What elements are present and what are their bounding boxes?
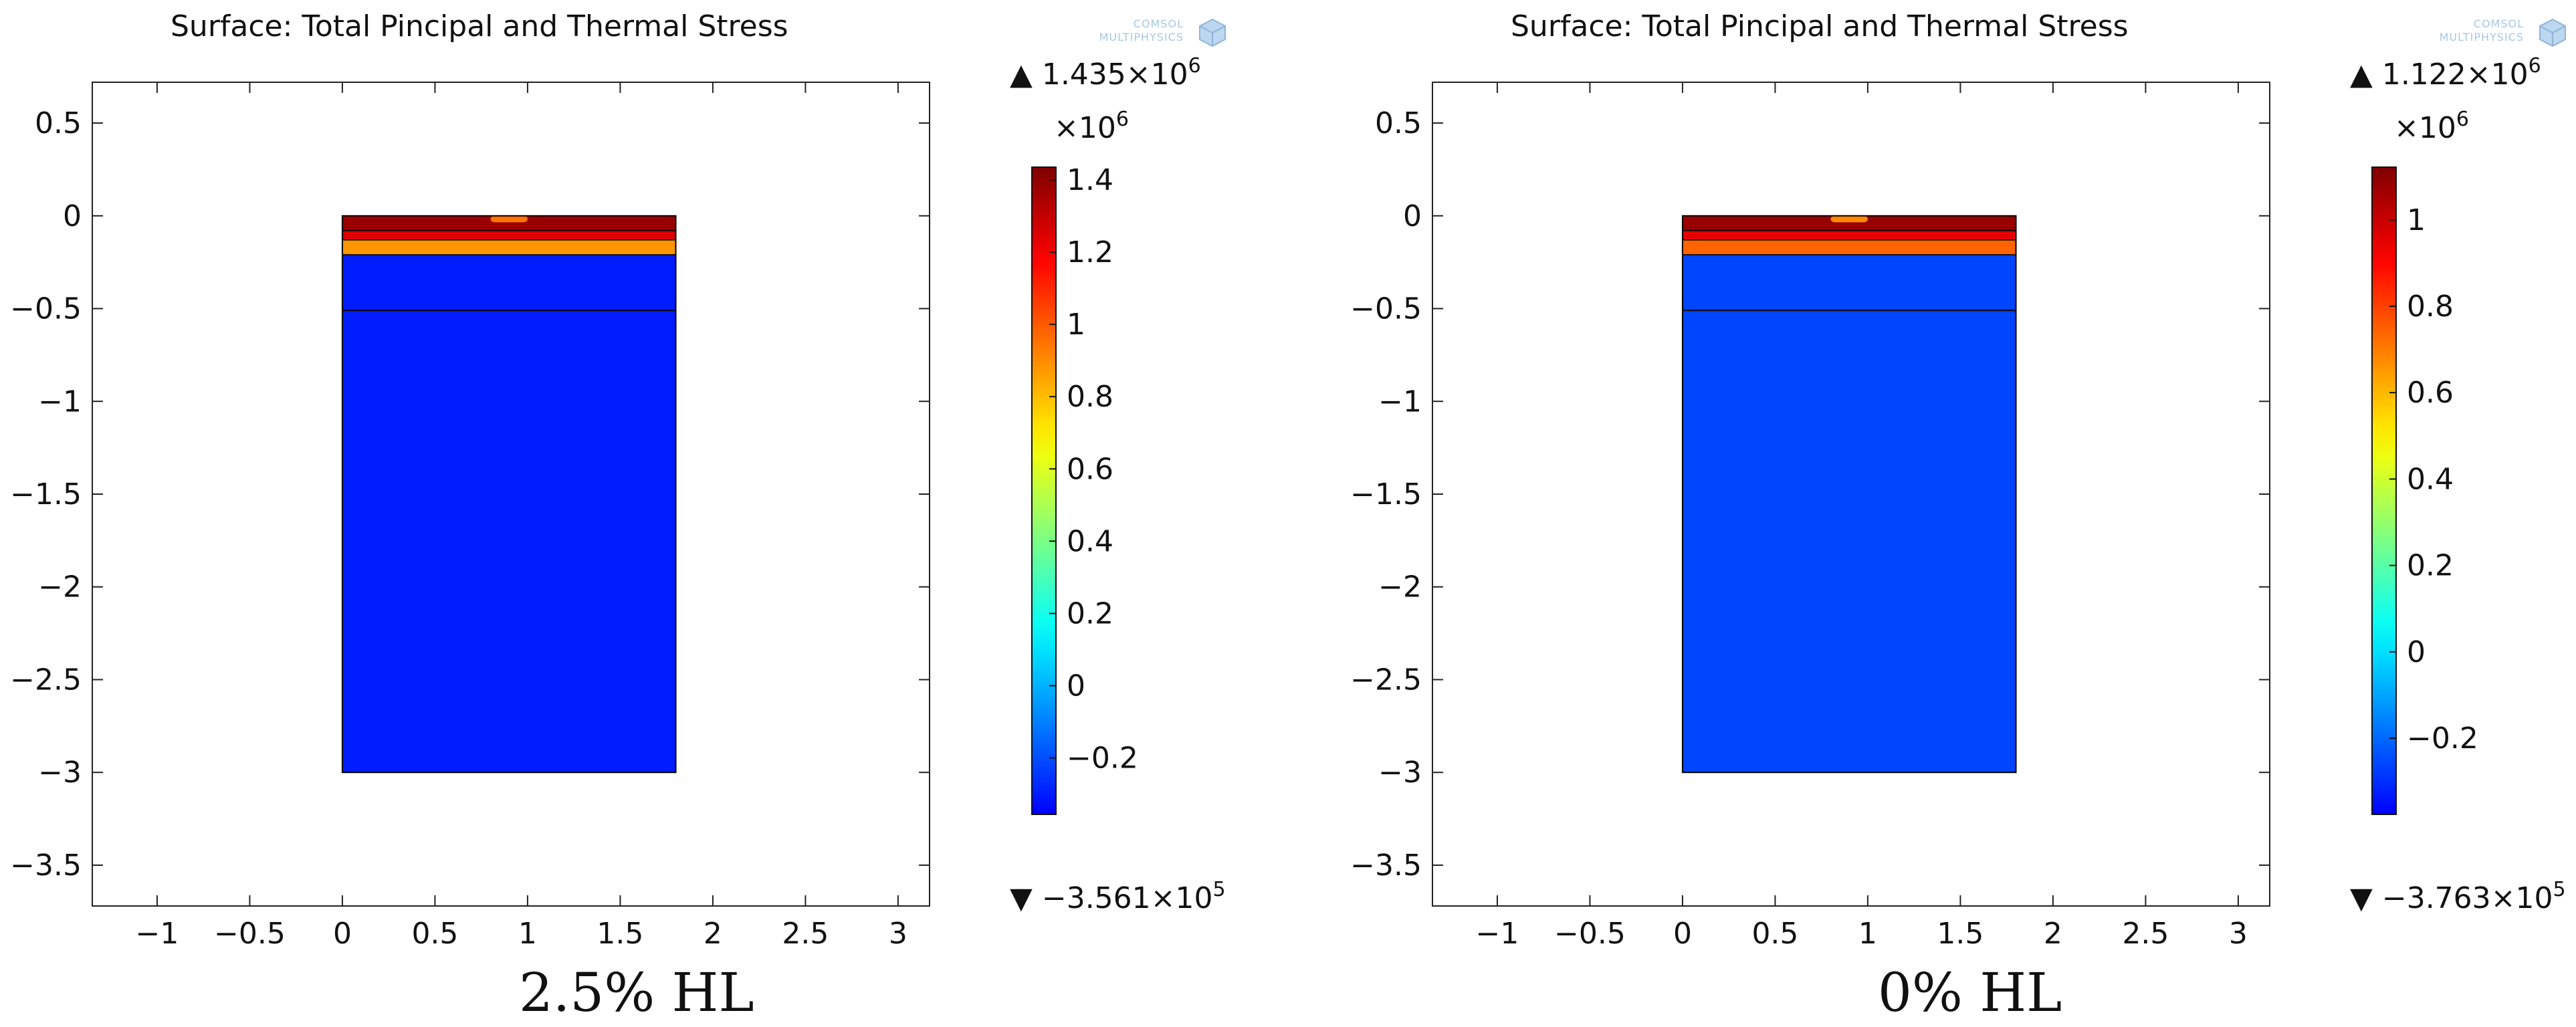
y-tick-label: −0.5 <box>10 292 82 326</box>
cube-icon <box>2539 18 2566 47</box>
y-tick-label: 0 <box>1403 199 1422 233</box>
colorbar-multiplier-base: ×10 <box>1054 111 1116 145</box>
logo-text-line-1: COMSOL <box>1133 17 1184 30</box>
stress-hotspot <box>490 215 528 223</box>
x-tick-label: 0.5 <box>1751 917 1798 951</box>
x-tick-label: 0.5 <box>411 917 458 951</box>
comsol-logo: COMSOL MULTIPHYSICS <box>1047 16 1228 49</box>
x-tick-label: 1.5 <box>597 917 643 951</box>
plot-axes: −1 −0.5 0 0.5 1 1.5 2 2.5 3 0.5 0 −0.5 −1 −1.5 −2 −2.5 −… <box>10 82 1138 951</box>
colorbar-min-exponent: 5 <box>1212 878 1226 901</box>
y-tick-label: −2 <box>1378 570 1422 604</box>
stress-layer-3 <box>1682 239 2017 255</box>
colorbar-tick-label: 1 <box>2407 203 2426 237</box>
colorbar-min-value: −3.763×10 <box>2381 881 2553 915</box>
colorbar-tick-label: 0.2 <box>2407 549 2454 583</box>
y-tick-label: −2.5 <box>10 663 82 697</box>
colorbar-min-value: −3.561×10 <box>1041 881 1213 915</box>
y-tick-label: −1 <box>38 384 82 419</box>
colorbar <box>1031 166 1057 815</box>
colorbar-tick-label: 0.2 <box>1067 596 1113 631</box>
stress-layer-4 <box>1682 254 2017 773</box>
plot-panel-right: Surface: Total Pincipal and Thermal Stre… <box>1340 0 2576 1027</box>
y-tick-label: −0.5 <box>1350 292 1422 326</box>
colorbar-max-value: 1.435×10 <box>1041 58 1188 92</box>
colorbar-tick-label: 0.8 <box>1067 380 1113 414</box>
cube-icon <box>1199 18 1226 47</box>
colorbar-max-exponent: 6 <box>1188 54 1201 78</box>
plot-panel-left: Surface: Total Pincipal and Thermal Stre… <box>10 9 1228 1024</box>
colorbar-multiplier-exponent: 6 <box>1115 108 1129 131</box>
colorbar-max-label: ▲ 1.122×106 <box>2350 54 2541 92</box>
x-tick-label: −1 <box>1476 917 1519 951</box>
x-tick-label: −0.5 <box>1554 917 1626 951</box>
x-tick-label: −0.5 <box>214 917 286 951</box>
x-tick-label: 2 <box>704 917 722 951</box>
y-tick-label: −3.5 <box>10 848 82 883</box>
y-tick-label: −3 <box>1378 756 1422 790</box>
y-tick-label: −3.5 <box>1350 848 1422 883</box>
stress-layer-2 <box>1682 230 2017 241</box>
x-tick-label: 3 <box>2229 917 2248 951</box>
x-tick-label: 1 <box>518 917 537 951</box>
colorbar-tick-label: 0.6 <box>2407 376 2454 410</box>
x-tick-label: 2.5 <box>782 917 829 951</box>
domain-outline <box>1681 215 2017 774</box>
colorbar-max-exponent: 6 <box>2528 54 2541 78</box>
y-tick-label: −1.5 <box>1350 477 1422 511</box>
y-tick-label: −3 <box>38 756 82 790</box>
colorbar-multiplier: ×106 <box>1054 108 1129 146</box>
colorbar-min-label: ▼ −3.561×105 <box>1010 878 1226 916</box>
x-tick-label: 2.5 <box>2122 917 2169 951</box>
logo-text-line-1: COMSOL <box>2473 17 2524 30</box>
y-tick-label: 0.5 <box>1375 106 1422 140</box>
y-tick-label: 0.5 <box>35 106 82 140</box>
plot-axes: −1 −0.5 0 0.5 1 1.5 2 2.5 3 0.5 0 −0.5 −1 −1.5 −2 −2.5 −… <box>1350 82 2478 951</box>
colorbar-min-exponent: 5 <box>2553 878 2566 901</box>
colorbar-tick-label: 1 <box>1067 308 1085 342</box>
x-tick-label: 1 <box>1858 917 1877 951</box>
logo-text-line-2: MULTIPHYSICS <box>2439 31 2524 43</box>
colorbar-tick-label: 0.8 <box>2407 290 2454 324</box>
logo-text-line-2: MULTIPHYSICS <box>1099 31 1184 43</box>
y-tick-label: 0 <box>63 199 82 233</box>
colorbar-tick-label: 0 <box>1067 669 1085 703</box>
x-tick-label: −1 <box>136 917 179 951</box>
colorbar-tick-label: 0 <box>2407 635 2426 669</box>
colorbar-max-label: ▲ 1.435×106 <box>1010 54 1201 92</box>
stress-layer-2 <box>342 230 677 241</box>
colorbar-max-value: 1.122×10 <box>2381 58 2529 92</box>
x-tick-label: 2 <box>2044 917 2062 951</box>
panel-caption: 2.5% HL <box>519 961 754 1024</box>
colorbar-multiplier: ×106 <box>2394 108 2469 146</box>
colorbar <box>2371 166 2397 815</box>
comsol-logo: COMSOL MULTIPHYSICS <box>2387 16 2568 49</box>
colorbar-tick-label: 0.4 <box>1067 524 1113 558</box>
y-tick-label: −2.5 <box>1350 663 1422 697</box>
colorbar-tick-label: 1.4 <box>1067 163 1113 197</box>
stress-layer-3 <box>342 239 677 255</box>
colorbar-tick-label: −0.2 <box>2407 721 2478 756</box>
x-tick-label: 1.5 <box>1937 917 1983 951</box>
colorbar-multiplier-exponent: 6 <box>2456 108 2469 131</box>
colorbar-min-label: ▼ −3.763×105 <box>2350 878 2566 916</box>
colorbar-tick-label: 0.6 <box>1067 452 1113 486</box>
y-tick-label: −2 <box>38 570 82 604</box>
x-tick-label: 0 <box>333 917 352 951</box>
x-tick-label: 3 <box>889 917 907 951</box>
colorbar-tick-label: 0.4 <box>2407 462 2454 496</box>
colorbar-tick-label: 1.2 <box>1067 235 1113 269</box>
y-tick-label: −1 <box>1378 384 1422 419</box>
plot-title: Surface: Total Pincipal and Thermal Stre… <box>171 9 788 43</box>
panel-caption: 0% HL <box>1878 961 2062 1024</box>
colorbar-multiplier-base: ×10 <box>2394 111 2456 145</box>
colorbar-tick-label: −0.2 <box>1067 741 1138 776</box>
plot-title: Surface: Total Pincipal and Thermal Stre… <box>1511 9 2129 43</box>
stress-layer-4 <box>342 254 677 773</box>
x-tick-label: 0 <box>1673 917 1692 951</box>
y-tick-label: −1.5 <box>10 477 82 511</box>
domain-outline <box>341 215 677 774</box>
stress-hotspot <box>1830 215 1868 223</box>
